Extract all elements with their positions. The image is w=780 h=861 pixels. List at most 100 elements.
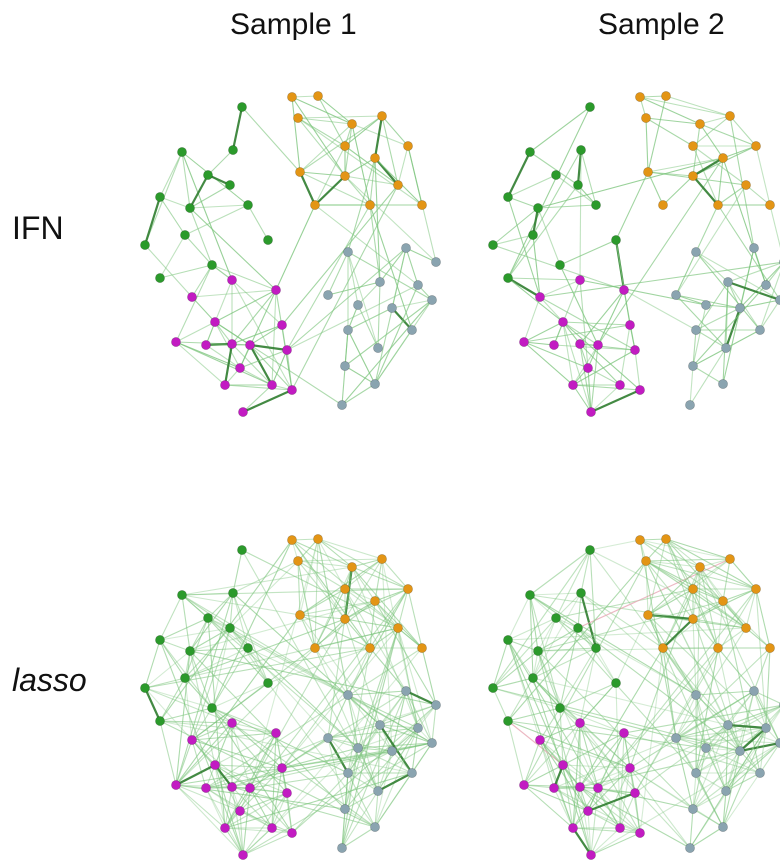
edge: [692, 588, 719, 649]
edge: [297, 115, 383, 119]
magenta-node: [277, 320, 287, 330]
edge: [539, 739, 555, 789]
edge: [351, 123, 371, 206]
green-node: [243, 643, 253, 653]
edge: [281, 184, 399, 326]
edge: [629, 690, 755, 769]
strong-edge: [214, 764, 233, 788]
magenta-node: [615, 823, 625, 833]
edge: [341, 790, 379, 849]
gray-node: [407, 325, 417, 335]
edge: [175, 784, 241, 812]
edge: [181, 151, 233, 281]
edge: [229, 560, 299, 629]
edge: [695, 251, 729, 283]
edge: [523, 341, 574, 386]
edge: [695, 251, 780, 301]
edge: [249, 344, 293, 391]
edge: [529, 594, 561, 709]
orange-node: [393, 623, 403, 633]
edge: [249, 787, 293, 834]
edge: [347, 694, 359, 749]
green-node: [140, 240, 150, 250]
edge: [532, 149, 582, 236]
strong-edge: [507, 277, 541, 298]
edge: [689, 790, 727, 849]
edge: [291, 184, 399, 391]
edge: [579, 682, 617, 724]
green-node: [555, 703, 565, 713]
strong-edge: [231, 106, 244, 151]
edge: [231, 343, 273, 386]
col-header-sample-1: Sample 1: [230, 8, 357, 41]
gray-node: [431, 257, 441, 267]
orange-node: [688, 614, 698, 624]
edge: [411, 727, 419, 774]
edge: [159, 639, 186, 679]
orange-node: [635, 92, 645, 102]
green-node: [488, 683, 498, 693]
edge: [705, 690, 755, 749]
edge: [572, 384, 641, 391]
edge: [175, 321, 216, 343]
edge: [662, 175, 694, 206]
edge: [725, 727, 767, 792]
edge: [597, 787, 621, 829]
edge: [267, 647, 371, 684]
edge: [232, 549, 243, 594]
edge: [317, 95, 346, 147]
gray-node: [387, 746, 397, 756]
edge: [553, 787, 574, 829]
edge: [759, 271, 780, 331]
edge: [159, 639, 191, 652]
edge: [579, 647, 664, 788]
edge: [299, 538, 319, 616]
strong-edge: [343, 566, 354, 620]
edge: [529, 594, 579, 629]
edge: [579, 722, 625, 734]
edge: [344, 115, 383, 147]
edge: [189, 650, 213, 709]
green-node: [185, 203, 195, 213]
edge: [191, 739, 251, 789]
orange-node: [751, 584, 761, 594]
edge: [492, 639, 509, 689]
edge: [175, 341, 226, 386]
gray-node: [337, 843, 347, 853]
edge: [695, 694, 727, 792]
edge: [722, 600, 761, 774]
gray-node: [761, 280, 771, 290]
edge: [759, 299, 780, 331]
edge: [579, 279, 707, 306]
edge: [529, 549, 591, 596]
edge: [662, 647, 729, 726]
edge: [529, 594, 534, 679]
edge: [224, 792, 288, 829]
green-node: [263, 235, 273, 245]
edge: [369, 600, 376, 649]
green-node: [585, 545, 595, 555]
edge: [562, 321, 631, 326]
edge: [639, 539, 701, 568]
edge: [579, 343, 636, 351]
magenta-node: [575, 275, 585, 285]
orange-node: [370, 596, 380, 606]
edge: [615, 682, 621, 829]
edge: [507, 594, 531, 641]
panel-sample-2-lasso: [488, 534, 780, 860]
edge: [562, 732, 625, 766]
edge: [579, 722, 641, 834]
edge: [717, 184, 747, 206]
edge: [634, 724, 729, 794]
edge: [242, 384, 273, 413]
edge: [492, 549, 591, 689]
green-node: [228, 588, 238, 598]
edge: [717, 647, 741, 752]
edge: [562, 764, 574, 829]
green-node: [155, 716, 165, 726]
edge: [242, 742, 433, 856]
edge: [181, 588, 409, 596]
edge: [675, 294, 707, 306]
edge: [247, 204, 269, 241]
green-node: [243, 200, 253, 210]
